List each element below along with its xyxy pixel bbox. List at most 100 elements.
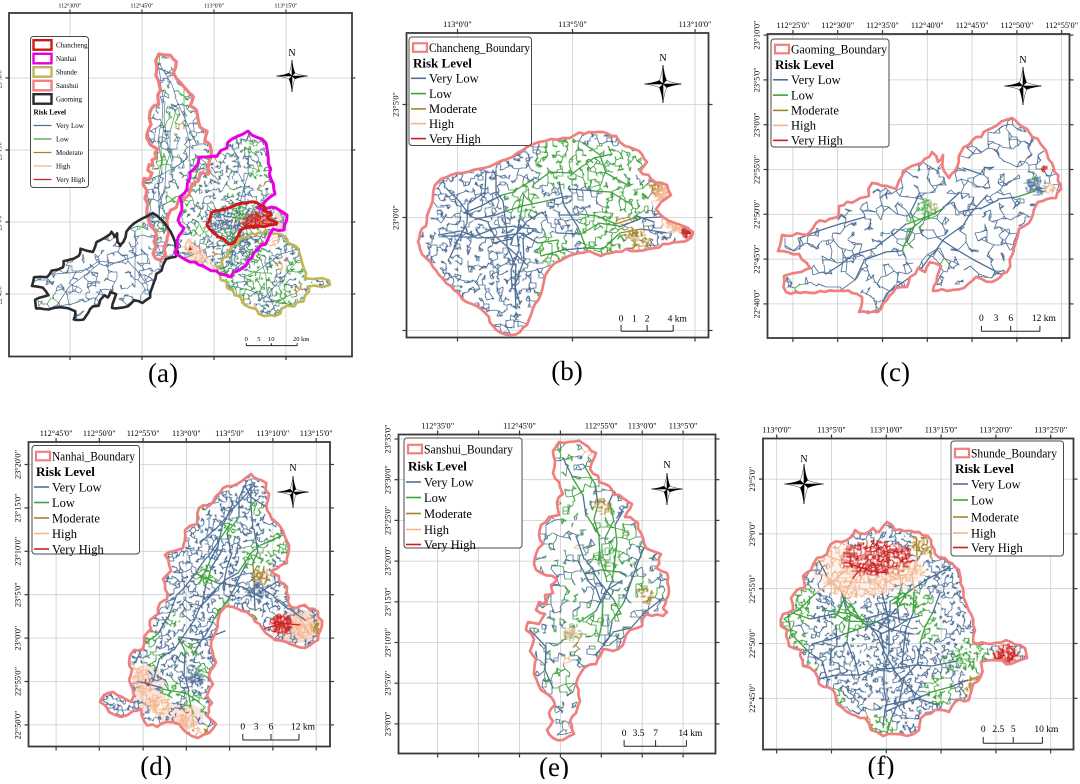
svg-text:112°30'0": 112°30'0" bbox=[821, 21, 854, 30]
svg-text:23°0'0": 23°0'0" bbox=[748, 522, 757, 547]
svg-text:2: 2 bbox=[645, 314, 650, 324]
svg-text:Sanshui_Boundary: Sanshui_Boundary bbox=[424, 442, 514, 456]
svg-text:23°0'0": 23°0'0" bbox=[753, 112, 762, 137]
svg-text:High: High bbox=[424, 523, 450, 537]
svg-text:6: 6 bbox=[269, 722, 274, 732]
svg-text:113°15'0": 113°15'0" bbox=[300, 429, 333, 438]
svg-text:12 km: 12 km bbox=[1032, 314, 1057, 324]
svg-text:22°55'0": 22°55'0" bbox=[14, 667, 23, 696]
svg-text:12 km: 12 km bbox=[291, 722, 316, 732]
svg-text:Very Low: Very Low bbox=[424, 475, 474, 489]
svg-text:Risk Level: Risk Level bbox=[408, 458, 467, 473]
svg-text:113°0'0": 113°0'0" bbox=[204, 3, 224, 10]
svg-text:22°40'0": 22°40'0" bbox=[753, 289, 762, 318]
svg-text:23°20'0": 23°20'0" bbox=[14, 450, 23, 479]
svg-text:Very High: Very High bbox=[424, 538, 476, 552]
svg-text:23°10'0": 23°10'0" bbox=[14, 537, 23, 566]
svg-text:23°5'0": 23°5'0" bbox=[384, 671, 393, 696]
svg-text:Low: Low bbox=[424, 491, 447, 505]
svg-text:3: 3 bbox=[994, 314, 999, 324]
svg-text:23°10'0": 23°10'0" bbox=[753, 21, 762, 50]
svg-text:N: N bbox=[288, 48, 295, 59]
svg-text:23°15'0": 23°15'0" bbox=[14, 493, 23, 522]
svg-text:23°0'0": 23°0'0" bbox=[392, 205, 401, 230]
svg-text:22°55'0": 22°55'0" bbox=[748, 574, 757, 603]
svg-text:10: 10 bbox=[268, 336, 275, 343]
svg-text:113°5'0": 113°5'0" bbox=[817, 426, 846, 435]
svg-text:113°15'0": 113°15'0" bbox=[925, 426, 958, 435]
svg-text:N: N bbox=[800, 454, 807, 465]
svg-text:Low: Low bbox=[429, 87, 452, 101]
svg-text:High: High bbox=[56, 163, 71, 171]
svg-text:23°20'0": 23°20'0" bbox=[384, 547, 393, 576]
svg-text:113°20'0": 113°20'0" bbox=[980, 426, 1013, 435]
svg-text:113°0'0": 113°0'0" bbox=[443, 20, 472, 29]
svg-text:3: 3 bbox=[254, 722, 259, 732]
svg-text:22°45'0": 22°45'0" bbox=[0, 284, 4, 304]
svg-text:112°35'0": 112°35'0" bbox=[866, 21, 899, 30]
svg-text:22°50'0": 22°50'0" bbox=[14, 710, 23, 739]
svg-text:23°10'0": 23°10'0" bbox=[384, 628, 393, 657]
svg-text:Low: Low bbox=[52, 496, 75, 510]
svg-text:Very Low: Very Low bbox=[52, 480, 102, 494]
svg-text:(e): (e) bbox=[539, 752, 569, 779]
svg-text:112°45'0": 112°45'0" bbox=[40, 429, 73, 438]
svg-text:N: N bbox=[1019, 55, 1026, 66]
svg-text:2.5: 2.5 bbox=[992, 725, 1004, 735]
svg-text:23°25'0": 23°25'0" bbox=[384, 506, 393, 535]
svg-text:23°5'0": 23°5'0" bbox=[14, 582, 23, 607]
svg-text:High: High bbox=[52, 527, 78, 541]
svg-text:Risk Level: Risk Level bbox=[34, 109, 67, 117]
svg-text:112°50'0": 112°50'0" bbox=[1001, 21, 1034, 30]
svg-text:Very High: Very High bbox=[52, 542, 104, 556]
svg-text:23°30'0": 23°30'0" bbox=[384, 465, 393, 494]
svg-text:Gaoming: Gaoming bbox=[56, 96, 83, 104]
svg-text:112°30'0": 112°30'0" bbox=[59, 3, 82, 10]
svg-text:0: 0 bbox=[245, 336, 248, 343]
svg-text:Chancheng_Boundary: Chancheng_Boundary bbox=[429, 41, 531, 55]
svg-text:Moderate: Moderate bbox=[971, 510, 1019, 524]
svg-text:Moderate: Moderate bbox=[424, 507, 472, 521]
svg-text:22°55'0": 22°55'0" bbox=[753, 155, 762, 184]
svg-text:Gaoming_Boundary: Gaoming_Boundary bbox=[791, 42, 888, 56]
svg-text:113°10'0": 113°10'0" bbox=[870, 426, 903, 435]
svg-text:Risk Level: Risk Level bbox=[413, 56, 472, 71]
svg-text:N: N bbox=[289, 463, 296, 474]
svg-text:112°55'0": 112°55'0" bbox=[127, 429, 160, 438]
svg-text:(c): (c) bbox=[880, 357, 910, 387]
svg-text:5: 5 bbox=[257, 336, 260, 343]
svg-text:N: N bbox=[659, 53, 666, 64]
svg-text:1: 1 bbox=[632, 314, 637, 324]
svg-text:23°0'0": 23°0'0" bbox=[0, 213, 4, 230]
svg-text:23°5'0": 23°5'0" bbox=[748, 467, 757, 492]
svg-text:Low: Low bbox=[791, 88, 814, 102]
svg-text:Nanhai_Boundary: Nanhai_Boundary bbox=[52, 449, 136, 463]
svg-text:0: 0 bbox=[622, 729, 627, 739]
svg-text:Moderate: Moderate bbox=[429, 102, 477, 116]
svg-text:0: 0 bbox=[619, 314, 624, 324]
svg-text:Risk Level: Risk Level bbox=[775, 57, 834, 72]
svg-text:113°0'0": 113°0'0" bbox=[172, 429, 201, 438]
svg-text:113°5'0": 113°5'0" bbox=[215, 429, 244, 438]
svg-text:113°0'0": 113°0'0" bbox=[762, 426, 791, 435]
svg-text:113°5'0": 113°5'0" bbox=[558, 20, 587, 29]
svg-text:112°35'0": 112°35'0" bbox=[421, 422, 454, 431]
svg-text:113°0'0": 113°0'0" bbox=[628, 422, 657, 431]
svg-text:(a): (a) bbox=[148, 358, 178, 388]
svg-text:112°55'0": 112°55'0" bbox=[585, 422, 618, 431]
svg-text:0: 0 bbox=[981, 725, 986, 735]
svg-text:N: N bbox=[663, 460, 670, 471]
svg-text:0: 0 bbox=[240, 722, 245, 732]
svg-text:Shunde: Shunde bbox=[56, 69, 77, 77]
svg-text:Very High: Very High bbox=[56, 176, 85, 184]
svg-text:6: 6 bbox=[1008, 314, 1013, 324]
svg-text:3.5: 3.5 bbox=[633, 729, 645, 739]
svg-text:0: 0 bbox=[979, 314, 984, 324]
svg-text:22°50'0": 22°50'0" bbox=[748, 629, 757, 658]
svg-text:113°5'0": 113°5'0" bbox=[669, 422, 698, 431]
svg-text:4 km: 4 km bbox=[668, 314, 688, 324]
svg-text:(b): (b) bbox=[551, 356, 582, 386]
svg-text:112°50'0": 112°50'0" bbox=[83, 429, 116, 438]
svg-text:112°40'0": 112°40'0" bbox=[911, 21, 944, 30]
svg-text:Low: Low bbox=[56, 136, 70, 144]
